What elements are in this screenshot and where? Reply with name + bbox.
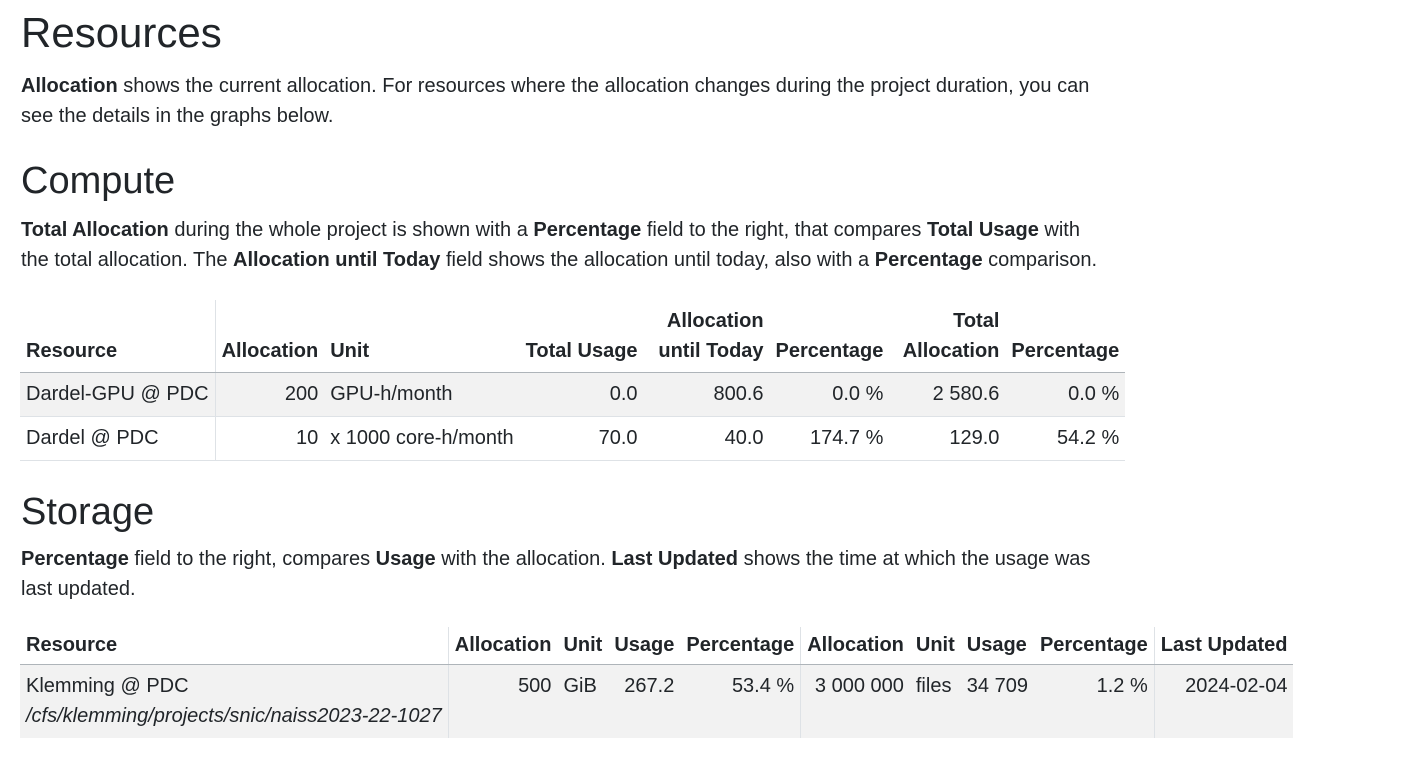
cell-total-usage: 0.0 [519, 372, 644, 417]
col-unit: Unit [557, 627, 609, 665]
col-percentage-total: Percentage [1005, 300, 1126, 373]
col-unit: Unit [324, 300, 520, 373]
intro-bold: Allocation [21, 75, 118, 97]
cell-unit: GiB [557, 664, 609, 738]
desc-text: field to the right, that compares [641, 219, 927, 241]
desc-bold: Allocation until Today [233, 249, 441, 271]
page-title: Resources [21, 9, 222, 56]
cell-file-usage: 34 709 [960, 664, 1034, 738]
desc-text: shows the time at which the usage was la… [21, 548, 1091, 600]
col-file-allocation: Allocation [800, 627, 910, 665]
cell-allocation: 200 [214, 372, 325, 417]
cell-unit: x 1000 core-h/month [324, 416, 520, 461]
table-row: Dardel @ PDC 10 x 1000 core-h/month 70.0… [20, 416, 1126, 461]
cell-file-allocation: 3 000 000 [800, 664, 910, 738]
desc-bold: Percentage [21, 548, 129, 570]
col-total-usage: Total Usage [519, 300, 644, 373]
desc-bold: Percentage [533, 219, 642, 241]
desc-text: field to the right, compares [128, 548, 376, 570]
cell-total-allocation: 129.0 [889, 416, 1006, 461]
resource-path: /cfs/klemming/projects/snic/naiss2023-22… [26, 705, 442, 727]
cell-allocation: 500 [447, 664, 558, 738]
desc-text: during the whole project is shown with a [168, 219, 534, 241]
compute-table: Resource Allocation Unit Total Usage All… [20, 300, 1126, 461]
storage-description: Percentage field to the right, compares … [21, 544, 1111, 604]
storage-header-row: Resource Allocation Unit Usage Percentag… [20, 627, 1294, 665]
col-allocation: Allocation [214, 300, 325, 373]
desc-bold: Total Allocation [21, 219, 169, 241]
desc-bold: Usage [375, 548, 436, 570]
cell-last-updated: 2024-02-04 [1153, 664, 1294, 738]
cell-percentage: 174.7 % [769, 416, 890, 461]
desc-text: with the allocation. [435, 548, 612, 570]
col-resource: Resource [20, 627, 449, 665]
desc-bold: Last Updated [611, 548, 739, 570]
cell-resource: Dardel-GPU @ PDC [20, 372, 216, 417]
compute-description: Total Allocation during the whole projec… [21, 215, 1111, 275]
col-file-unit: Unit [909, 627, 961, 665]
storage-heading: Storage [21, 491, 155, 533]
col-total-allocation: Total Allocation [889, 300, 1006, 373]
col-resource: Resource [20, 300, 216, 373]
cell-file-unit: files [909, 664, 961, 738]
table-row: Dardel-GPU @ PDC 200 GPU-h/month 0.0 800… [20, 372, 1126, 417]
desc-bold: Percentage [874, 249, 983, 271]
cell-resource: Klemming @ PDC /cfs/klemming/projects/sn… [20, 664, 449, 738]
cell-resource: Dardel @ PDC [20, 416, 216, 461]
intro-text: shows the current allocation. For resour… [21, 75, 1090, 127]
desc-text: field shows the allocation until today, … [440, 249, 875, 271]
cell-total-usage: 70.0 [519, 416, 644, 461]
cell-allocation-until-today: 40.0 [643, 416, 770, 461]
desc-text: with the total allocation. The [21, 219, 1080, 271]
cell-allocation: 10 [214, 416, 325, 461]
col-percentage: Percentage [769, 300, 890, 373]
col-usage: Usage [608, 627, 681, 665]
col-file-percentage: Percentage [1033, 627, 1155, 665]
resource-name: Klemming @ PDC [26, 675, 189, 697]
cell-file-percentage: 1.2 % [1033, 664, 1155, 738]
cell-total-allocation: 2 580.6 [889, 372, 1006, 417]
resources-intro: Allocation shows the current allocation.… [21, 71, 1111, 131]
cell-unit: GPU-h/month [324, 372, 520, 417]
col-last-updated: Last Updated [1153, 627, 1294, 665]
col-allocation-until-today: Allocation until Today [643, 300, 770, 373]
cell-allocation-until-today: 800.6 [643, 372, 770, 417]
compute-heading: Compute [21, 160, 176, 202]
desc-bold: Total Usage [926, 219, 1039, 241]
cell-percentage: 53.4 % [680, 664, 801, 738]
storage-table: Resource Allocation Unit Usage Percentag… [20, 627, 1294, 738]
cell-percentage: 0.0 % [769, 372, 890, 417]
resources-page: Resources Allocation shows the current a… [20, 9, 1294, 738]
cell-percentage-total: 0.0 % [1005, 372, 1126, 417]
col-percentage: Percentage [680, 627, 801, 665]
cell-percentage-total: 54.2 % [1005, 416, 1126, 461]
table-row: Klemming @ PDC /cfs/klemming/projects/sn… [20, 664, 1294, 738]
desc-text: comparison. [982, 249, 1098, 271]
compute-header-row: Resource Allocation Unit Total Usage All… [20, 300, 1126, 373]
col-allocation: Allocation [447, 627, 558, 665]
cell-usage: 267.2 [608, 664, 681, 738]
col-file-usage: Usage [960, 627, 1034, 665]
